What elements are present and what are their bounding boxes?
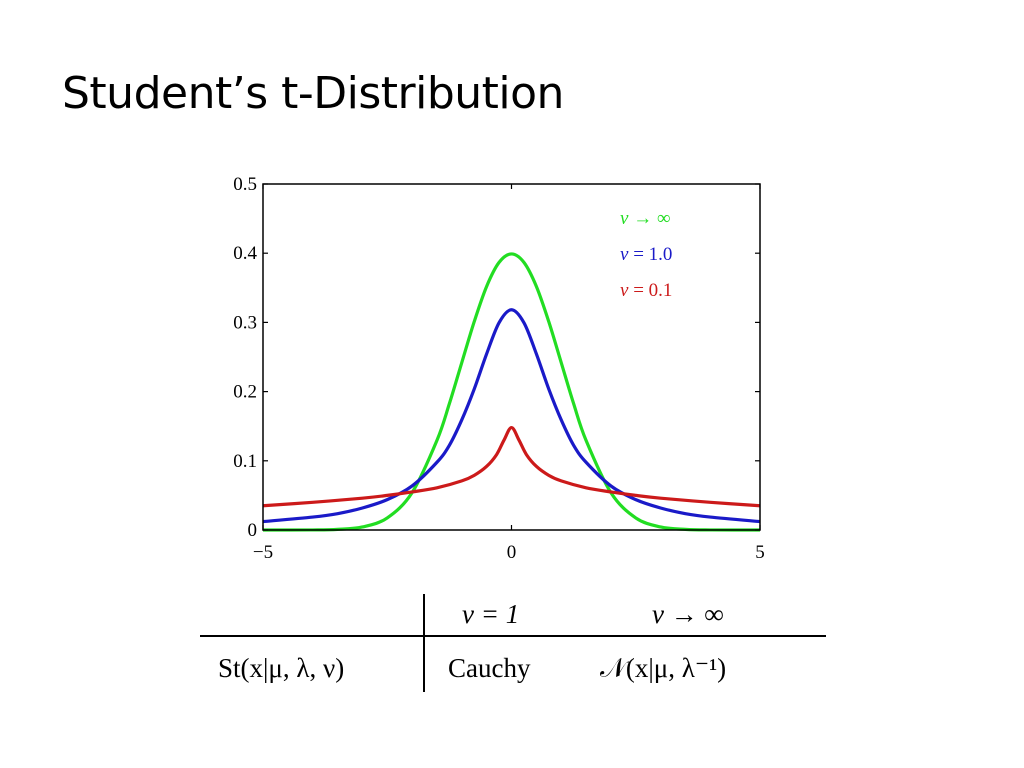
slide-title: Student’s t-Distribution [62,68,564,119]
y-tick-label-1: 0.1 [233,451,257,472]
t-distribution-chart: 00.10.20.30.40.5−5 0 5ν → ∞ν = 1.0ν = 0.1 [233,174,765,563]
table-cell-gaussian: 𝒩(x|μ, λ⁻¹) [600,653,727,683]
legend-entry-2: ν = 1.0 [620,244,672,265]
y-tick-label-3: 0.3 [233,312,257,333]
y-tick-label-4: 0.4 [233,243,257,264]
x-tick-label-1: 0 [507,542,517,563]
x-tick-label-0: −5 [253,542,273,563]
y-tick-label-0: 0 [248,520,258,541]
legend-symbol-3: ν [620,280,629,301]
table-cell-cauchy: Cauchy [448,653,531,683]
y-tick-label-5: 0.5 [233,174,257,195]
legend-label-3: = 0.1 [628,280,672,301]
legend-label-2: = 1.0 [628,244,672,265]
legend-symbol-1: ν [620,208,629,229]
y-tick-label-2: 0.2 [233,382,257,403]
table-header-row: ν = 1 ν → ∞ [200,594,826,634]
table-vertical-rule [423,594,425,692]
plot-frame [262,183,761,531]
series-line-3 [262,425,761,508]
table-header-nu-one: ν = 1 [462,599,520,629]
series-line-2 [262,308,761,524]
legend-label-1: → ∞ [628,208,670,229]
legend-entry-3: ν = 0.1 [620,280,672,301]
table-header-nu-infinity: ν → ∞ [652,599,724,629]
series-line-1 [262,252,761,532]
table-body-row: St(x|μ, λ, ν) Cauchy 𝒩(x|μ, λ⁻¹) [200,648,826,688]
legend-symbol-2: ν [620,244,629,265]
x-tick-label-2: 5 [755,542,765,563]
table-row-label: St(x|μ, λ, ν) [218,653,345,683]
legend-entry-1: ν → ∞ [620,208,670,229]
table-horizontal-rule [200,635,826,637]
